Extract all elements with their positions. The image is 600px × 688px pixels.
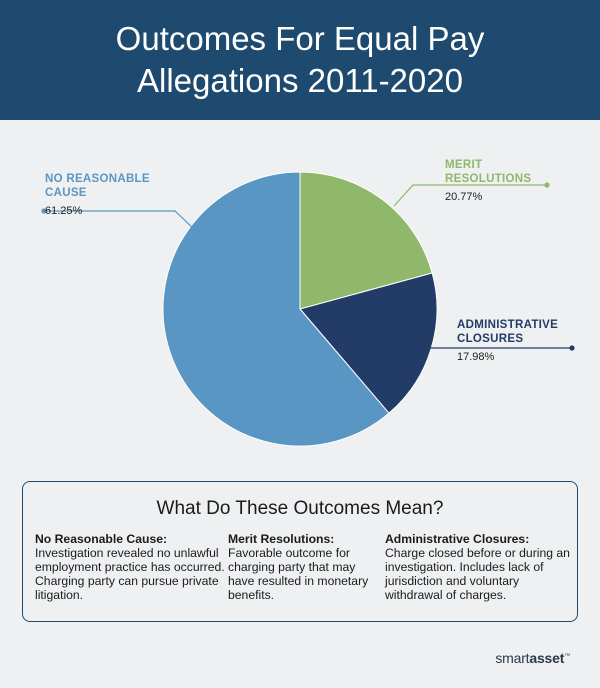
slice-label-value: 17.98% xyxy=(457,351,495,363)
leader-line-no-reasonable-cause xyxy=(44,210,197,232)
legend-item-title: Merit Resolutions: xyxy=(228,532,335,546)
pie-slice-no-reasonable-cause xyxy=(162,171,390,447)
pie-chart xyxy=(41,171,575,447)
slice-label-name: MERIT RESOLUTIONS xyxy=(445,159,532,185)
slice-label-name: NO REASONABLE CAUSE xyxy=(45,173,150,199)
legend-item-text: Investigation revealed no unlawful emplo… xyxy=(35,546,225,602)
legend-item-merit-resolutions: Merit Resolutions: Favorable outcome for… xyxy=(228,532,385,602)
slice-label-value: 20.77% xyxy=(445,191,483,203)
label-merit-resolutions: MERIT RESOLUTIONS 20.77% xyxy=(445,158,555,203)
leader-dot xyxy=(544,182,550,188)
logo-text-bold: asset xyxy=(529,650,565,666)
legend-item-title: Administrative Closures: xyxy=(385,532,530,546)
leader-dot xyxy=(569,345,575,351)
pie-slice-merit-resolutions xyxy=(299,171,433,310)
legend-heading: What Do These Outcomes Mean? xyxy=(156,498,444,519)
legend-item-administrative-closures: Administrative Closures: Charge closed b… xyxy=(385,532,575,602)
label-no-reasonable-cause: NO REASONABLE CAUSE 61.25% xyxy=(45,172,175,217)
page-title: Outcomes For Equal Pay Allegations 2011-… xyxy=(115,20,485,99)
slice-label-value: 61.25% xyxy=(45,205,83,217)
legend-item-title: No Reasonable Cause: xyxy=(35,532,168,546)
legend-item-text: Favorable outcome for charging party tha… xyxy=(228,546,369,602)
legend-item-text: Charge closed before or during an invest… xyxy=(385,546,570,602)
label-administrative-closures: ADMINISTRATIVE CLOSURES 17.98% xyxy=(457,318,567,363)
logo-text-light: smart xyxy=(495,650,530,666)
pie-chart-area: NO REASONABLE CAUSE 61.25% MERIT RESOLUT… xyxy=(0,120,600,460)
legend-item-no-reasonable-cause: No Reasonable Cause: Investigation revea… xyxy=(35,532,228,602)
logo-trademark: ™ xyxy=(564,653,570,660)
slice-label-name: ADMINISTRATIVE CLOSURES xyxy=(457,319,559,345)
leader-dot xyxy=(41,208,47,214)
smartasset-logo: smartasset™ xyxy=(495,650,570,666)
pie-slice-administrative-closures xyxy=(299,272,438,414)
outcomes-legend-box: What Do These Outcomes Mean? No Reasonab… xyxy=(22,481,578,622)
header-banner: Outcomes For Equal Pay Allegations 2011-… xyxy=(0,0,600,120)
leader-line-merit-resolutions xyxy=(393,184,547,207)
